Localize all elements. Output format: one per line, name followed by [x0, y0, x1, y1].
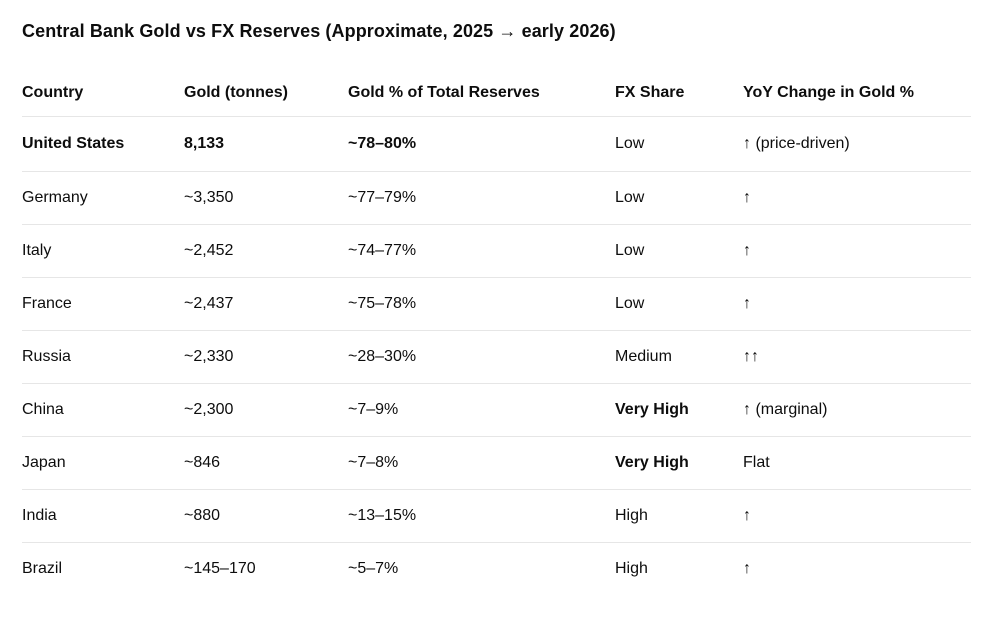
table-cell-yoy-change-in-gold: ↑ [743, 277, 971, 331]
column-header-country: Country [22, 70, 184, 117]
column-header-gold-tonnes: Gold (tonnes) [184, 70, 348, 117]
table-row: Russia ~2,330 ~28–30% Medium ↑↑ [22, 330, 971, 384]
column-header-fx-share: FX Share [615, 70, 743, 117]
table-row: India ~880 ~13–15% High ↑ [22, 489, 971, 543]
table-header: Country Gold (tonnes) Gold % of Total Rese… [22, 70, 971, 117]
page: Central Bank Gold vs FX Reserves (Approx… [22, 21, 971, 595]
table-cell-gold-pct-of-reserves: ~77–79% [348, 171, 615, 225]
table-cell-fx-share: Low [615, 277, 743, 331]
table-cell-gold-tonnes: ~2,330 [184, 330, 348, 384]
table-cell-yoy-change-in-gold: ↑ [743, 489, 971, 543]
table-row: Italy ~2,452 ~74–77% Low ↑ [22, 224, 971, 278]
table-cell-country: Germany [22, 171, 184, 225]
column-header-yoy-change-in-gold: YoY Change in Gold % [743, 70, 971, 117]
table-cell-country: Japan [22, 436, 184, 490]
table-cell-country: India [22, 489, 184, 543]
table-cell-gold-pct-of-reserves: ~75–78% [348, 277, 615, 331]
table-cell-fx-share: High [615, 559, 648, 577]
table-row: France ~2,437 ~75–78% Low ↑ [22, 277, 971, 331]
table-cell-fx-share: Low [615, 171, 743, 225]
table-cell-gold-pct-of-reserves: ~7–9% [348, 383, 615, 437]
table-cell-gold-pct-of-reserves: ~7–8% [348, 436, 615, 490]
table-cell-yoy-change-in-gold: ↑↑ [743, 330, 971, 384]
table-cell-yoy-change-in-gold: Flat [743, 436, 971, 490]
page-title: Central Bank Gold vs FX Reserves (Approx… [22, 21, 616, 41]
table-cell-gold-tonnes: ~2,437 [184, 277, 348, 331]
table-cell-country: Brazil [22, 559, 63, 577]
table-cell-gold-tonnes: ~3,350 [184, 171, 348, 225]
table-header-row: Country Gold (tonnes) Gold % of Total Rese… [22, 70, 971, 117]
column-header-gold-pct-of-reserves: Gold % of Total Reserves [348, 70, 615, 117]
table-cell-country: United States [22, 116, 184, 172]
table-row: United States 8,133 ~78–80% Low ↑ (price-dri… [22, 116, 971, 172]
table-row: Germany ~3,350 ~77–79% Low ↑ [22, 171, 971, 225]
table-cell-gold-pct-of-reserves: ~28–30% [348, 330, 615, 384]
table-body: United States 8,133 ~78–80% Low ↑ (price-dri… [22, 116, 971, 595]
table-cell-country: Italy [22, 224, 184, 278]
table-cell-fx-share: High [615, 489, 743, 543]
table-cell-gold-pct-of-reserves: ~5–7% [348, 559, 399, 577]
table-row: Brazil ~145–170 ~5–7% High ↑ [22, 542, 971, 595]
table-cell-gold-tonnes: ~2,300 [184, 383, 348, 437]
table-cell-gold-tonnes: 8,133 [184, 116, 348, 172]
table-cell-fx-share: Medium [615, 330, 743, 384]
table-row: Japan ~846 ~7–8% Very High Flat [22, 436, 971, 490]
table-cell-country: France [22, 277, 184, 331]
table-cell-gold-pct-of-reserves: ~13–15% [348, 489, 615, 543]
table-cell-yoy-change-in-gold: ↑ (marginal) [743, 383, 971, 437]
table-cell-gold-tonnes: ~145–170 [184, 559, 256, 577]
table-cell-gold-tonnes: ~846 [184, 436, 348, 490]
table-cell-gold-pct-of-reserves: ~74–77% [348, 224, 615, 278]
table-cell-fx-share: Very High [615, 436, 743, 490]
gold-fx-reserves-table: Country Gold (tonnes) Gold % of Total Rese… [22, 70, 971, 595]
table-cell-yoy-change-in-gold: ↑ (price-driven) [743, 116, 971, 172]
table-cell-fx-share: Low [615, 116, 743, 172]
table-cell-fx-share: Low [615, 224, 743, 278]
table-cell-country: China [22, 383, 184, 437]
table-cell-yoy-change-in-gold: ↑ [743, 559, 751, 577]
table-cell-fx-share: Very High [615, 383, 743, 437]
table-cell-country: Russia [22, 330, 184, 384]
table-cell-gold-pct-of-reserves: ~78–80% [348, 116, 615, 172]
table-cell-gold-tonnes: ~880 [184, 489, 348, 543]
table-cell-yoy-change-in-gold: ↑ [743, 171, 971, 225]
table-row: China ~2,300 ~7–9% Very High ↑ (marginal) [22, 383, 971, 437]
table-cell-yoy-change-in-gold: ↑ [743, 224, 971, 278]
table-cell-gold-tonnes: ~2,452 [184, 224, 348, 278]
